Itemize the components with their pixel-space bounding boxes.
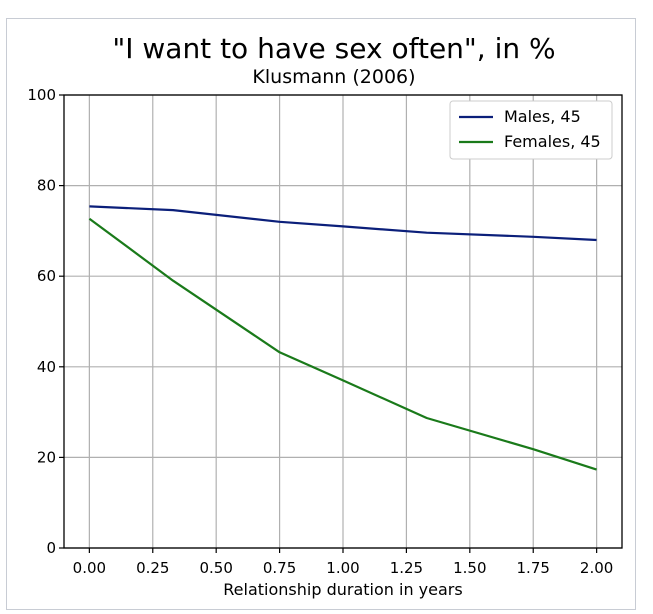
series-lines	[88, 205, 597, 471]
legend: Males, 45 Females, 45	[449, 100, 613, 160]
legend-label: Males, 45	[504, 107, 581, 126]
x-tick-label: 0.00	[73, 559, 106, 577]
line-chart: "I want to have sex often", in % Klusman…	[27, 32, 623, 599]
y-tick-label: 40	[37, 358, 56, 376]
x-tick-label: 0.25	[136, 559, 169, 577]
y-tick-label: 80	[37, 177, 56, 195]
x-tick-label: 2.00	[580, 559, 613, 577]
x-tick-label: 1.25	[390, 559, 423, 577]
x-axis-label: Relationship duration in years	[223, 580, 462, 599]
x-tick-label: 1.75	[517, 559, 550, 577]
grid-lines	[64, 94, 622, 549]
y-tick-label: 100	[27, 86, 56, 104]
x-axis: 0.00 0.25 0.50 0.75 1.00 1.25 1.50 1.75 2.00	[73, 548, 613, 577]
y-axis: 0 20 40 60 80 100	[27, 86, 64, 557]
x-tick-label: 1.50	[453, 559, 486, 577]
y-tick-label: 0	[46, 539, 56, 557]
y-tick-label: 20	[37, 448, 56, 466]
chart-subtitle: Klusmann (2006)	[252, 66, 415, 88]
series-line	[88, 217, 597, 471]
legend-box	[449, 100, 613, 160]
x-tick-label: 0.50	[199, 559, 232, 577]
x-tick-label: 0.75	[263, 559, 296, 577]
series-line	[89, 205, 597, 242]
y-tick-label: 60	[37, 267, 56, 285]
x-tick-label: 1.00	[326, 559, 359, 577]
chart-title: "I want to have sex often", in %	[112, 32, 555, 65]
legend-label: Females, 45	[504, 132, 601, 151]
chart-frame: "I want to have sex often", in % Klusman…	[6, 18, 636, 610]
